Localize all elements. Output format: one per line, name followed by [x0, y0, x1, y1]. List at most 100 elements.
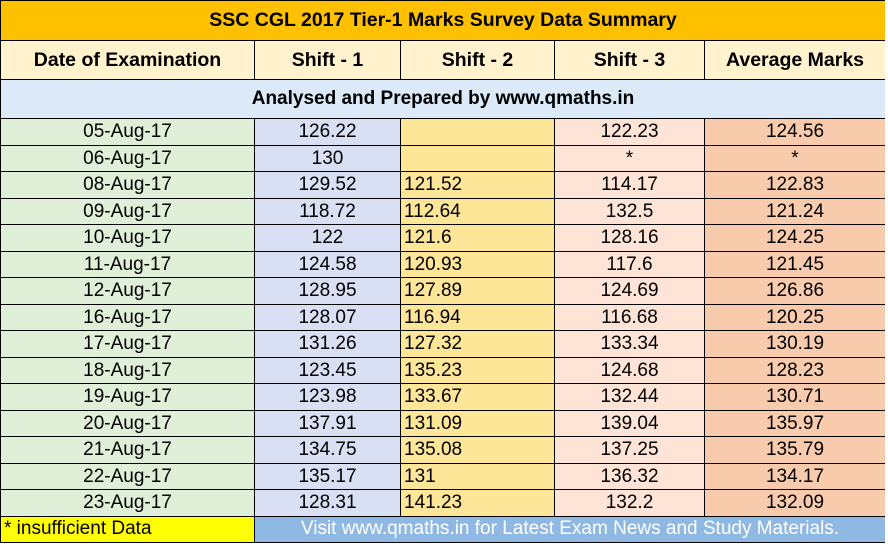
shift-2-cell: 120.93: [400, 250, 555, 278]
header-row: Date of Examination Shift - 1 Shift - 2 …: [0, 40, 886, 80]
date-cell: 19-Aug-17: [0, 383, 255, 411]
date-cell: 21-Aug-17: [0, 436, 255, 464]
date-cell: 20-Aug-17: [0, 409, 255, 437]
table-row: 10-Aug-17 122 121.6 128.16 124.25: [0, 224, 886, 252]
column-header-shift-2: Shift - 2: [400, 40, 555, 80]
shift-1-cell: 128.31: [254, 489, 401, 517]
shift-1-cell: 122: [254, 224, 401, 252]
shift-3-cell: 136.32: [554, 462, 705, 490]
average-cell: 134.17: [704, 462, 886, 490]
shift-2-value: 131.09: [404, 412, 463, 434]
shift-2-cell: 116.94: [400, 303, 555, 331]
shift-3-cell: 132.5: [554, 197, 705, 225]
shift-1-cell: 129.52: [254, 171, 401, 199]
date-cell: 11-Aug-17: [0, 250, 255, 278]
average-cell: 120.25: [704, 303, 886, 331]
shift-2-value: 116.94: [404, 306, 461, 328]
shift-1-cell: 123.45: [254, 356, 401, 384]
shift-2-cell: 127.89: [400, 277, 555, 305]
shift-3-cell: 117.6: [554, 250, 705, 278]
shift-2-value: 127.32: [404, 333, 463, 355]
shift-1-cell: 135.17: [254, 462, 401, 490]
average-cell: 126.86: [704, 277, 886, 305]
table-row: 08-Aug-17 129.52 121.52 114.17 122.83: [0, 171, 886, 199]
shift-3-cell: 116.68: [554, 303, 705, 331]
table-subtitle: Analysed and Prepared by www.qmaths.in: [0, 79, 886, 119]
shift-2-cell: 131: [400, 462, 555, 490]
shift-2-cell: 121.6: [400, 224, 555, 252]
average-cell: 132.09: [704, 489, 886, 517]
average-cell: 121.45: [704, 250, 886, 278]
shift-1-cell: 128.07: [254, 303, 401, 331]
footer-row: * insufficient Data Visit www.qmaths.in f…: [0, 515, 886, 543]
right-edge: [885, 0, 888, 554]
date-cell: 10-Aug-17: [0, 224, 255, 252]
shift-2-cell: 121.52: [400, 171, 555, 199]
date-cell: 12-Aug-17: [0, 277, 255, 305]
shift-2-value: 120.93: [404, 253, 463, 275]
shift-2-cell: 133.67: [400, 383, 555, 411]
shift-2-cell: [400, 144, 555, 172]
average-cell: *: [704, 144, 886, 172]
table-row: 09-Aug-17 118.72 112.64 132.5 121.24: [0, 197, 886, 225]
column-header-shift-1: Shift - 1: [254, 40, 401, 80]
table-title: SSC CGL 2017 Tier-1 Marks Survey Data Su…: [0, 0, 886, 41]
average-cell: 122.83: [704, 171, 886, 199]
shift-2-value: 112.64: [404, 200, 461, 222]
date-cell: 22-Aug-17: [0, 462, 255, 490]
shift-3-cell: 132.2: [554, 489, 705, 517]
table-row: 12-Aug-17 128.95 127.89 124.69 126.86: [0, 277, 886, 305]
average-cell: 128.23: [704, 356, 886, 384]
date-cell: 23-Aug-17: [0, 489, 255, 517]
shift-1-cell: 118.72: [254, 197, 401, 225]
column-header-average: Average Marks: [704, 40, 886, 80]
shift-2-cell: 112.64: [400, 197, 555, 225]
column-header-shift-3: Shift - 3: [554, 40, 705, 80]
shift-3-cell: 137.25: [554, 436, 705, 464]
shift-1-cell: 130: [254, 144, 401, 172]
shift-2-value: 127.89: [404, 280, 463, 302]
table-row: 06-Aug-17 130 * *: [0, 144, 886, 172]
date-cell: 06-Aug-17: [0, 144, 255, 172]
visit-website-banner: Visit www.qmaths.in for Latest Exam News…: [254, 515, 886, 543]
shift-3-cell: 139.04: [554, 409, 705, 437]
shift-3-cell: 128.16: [554, 224, 705, 252]
shift-2-cell: 131.09: [400, 409, 555, 437]
table-row: 16-Aug-17 128.07 116.94 116.68 120.25: [0, 303, 886, 331]
marks-summary-sheet: SSC CGL 2017 Tier-1 Marks Survey Data Su…: [0, 0, 886, 543]
shift-2-value: 121.52: [404, 174, 463, 196]
date-cell: 08-Aug-17: [0, 171, 255, 199]
table-row: 21-Aug-17 134.75 135.08 137.25 135.79: [0, 436, 886, 464]
average-cell: 130.19: [704, 330, 886, 358]
average-cell: 121.24: [704, 197, 886, 225]
shift-2-value: 131: [404, 465, 436, 487]
shift-1-cell: 131.26: [254, 330, 401, 358]
shift-2-cell: 127.32: [400, 330, 555, 358]
date-cell: 09-Aug-17: [0, 197, 255, 225]
shift-1-cell: 126.22: [254, 118, 401, 146]
shift-2-cell: 135.23: [400, 356, 555, 384]
shift-1-cell: 124.58: [254, 250, 401, 278]
shift-2-cell: [400, 118, 555, 146]
table-row: 05-Aug-17 126.22 122.23 124.56: [0, 118, 886, 146]
average-cell: 135.79: [704, 436, 886, 464]
average-cell: 124.25: [704, 224, 886, 252]
shift-3-cell: 124.68: [554, 356, 705, 384]
shift-3-cell: 132.44: [554, 383, 705, 411]
average-cell: 135.97: [704, 409, 886, 437]
shift-1-cell: 137.91: [254, 409, 401, 437]
subtitle-row: Analysed and Prepared by www.qmaths.in: [0, 79, 886, 119]
date-cell: 16-Aug-17: [0, 303, 255, 331]
date-cell: 17-Aug-17: [0, 330, 255, 358]
shift-1-cell: 123.98: [254, 383, 401, 411]
title-row: SSC CGL 2017 Tier-1 Marks Survey Data Su…: [0, 0, 886, 41]
average-cell: 130.71: [704, 383, 886, 411]
shift-2-value: 135.08: [404, 439, 463, 461]
table-row: 11-Aug-17 124.58 120.93 117.6 121.45: [0, 250, 886, 278]
date-cell: 05-Aug-17: [0, 118, 255, 146]
shift-2-value: 135.23: [404, 359, 463, 381]
insufficient-data-note: * insufficient Data: [0, 515, 255, 543]
shift-1-cell: 128.95: [254, 277, 401, 305]
shift-3-cell: *: [554, 144, 705, 172]
shift-3-cell: 124.69: [554, 277, 705, 305]
